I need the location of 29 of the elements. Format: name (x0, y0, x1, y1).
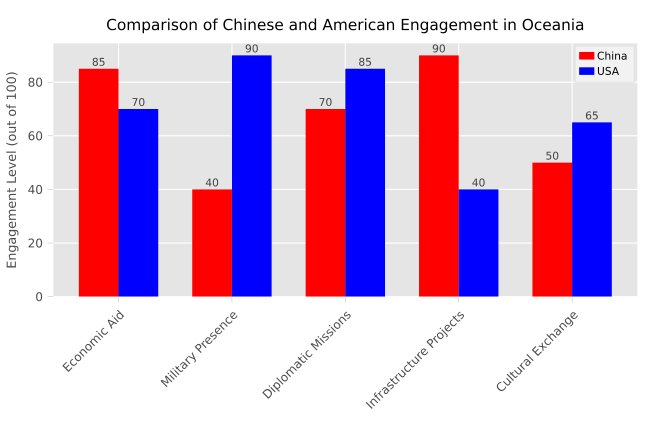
y-tick-label: 80 (28, 78, 42, 87)
data-label: 65 (586, 111, 598, 120)
data-label: 85 (359, 58, 372, 66)
data-label: 85 (92, 58, 105, 66)
bar (118, 109, 158, 297)
bar (345, 68, 386, 297)
data-label: 70 (132, 98, 144, 106)
bar (232, 55, 272, 297)
data-label: 70 (320, 98, 332, 106)
bar (78, 68, 119, 297)
y-tick-label: 40 (28, 184, 42, 194)
legend-label: USA (598, 66, 619, 75)
bar (192, 189, 232, 297)
y-axis-title: Engagement Level (out of 100) (6, 72, 19, 268)
data-label: 40 (206, 178, 218, 186)
y-tick-label: 60 (28, 131, 42, 140)
chart-title: Comparison of Chinese and American Engagement in Oceania (107, 18, 584, 34)
bar (572, 122, 612, 297)
bar (419, 55, 459, 297)
legend-label: China (598, 51, 626, 60)
y-tick-label: 20 (28, 238, 42, 248)
bar (532, 162, 572, 297)
data-label: 90 (432, 44, 445, 52)
y-tick-label: 0 (36, 292, 42, 302)
bar (306, 109, 346, 297)
bar (458, 189, 498, 297)
data-label: 90 (246, 44, 258, 52)
data-label: 40 (472, 178, 485, 186)
data-label: 50 (546, 152, 558, 160)
